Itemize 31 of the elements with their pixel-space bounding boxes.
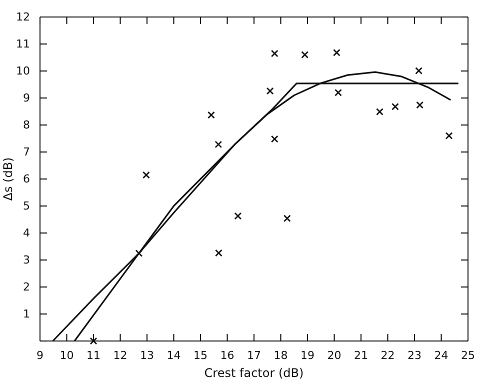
x-tick-label: 24: [434, 348, 448, 362]
x-tick-label: 15: [194, 348, 208, 362]
x-axis-title: Crest factor (dB): [204, 366, 304, 380]
x-tick-label: 16: [220, 348, 234, 362]
x-tick-label: 18: [274, 348, 288, 362]
y-tick-label: 10: [16, 64, 30, 78]
x-tick-label: 11: [86, 348, 100, 362]
x-tick-label: 10: [60, 348, 74, 362]
x-tick-label: 21: [354, 348, 368, 362]
y-tick-label: 9: [23, 92, 30, 105]
x-tick-label: 12: [113, 348, 128, 362]
y-tick-label: 3: [23, 254, 30, 267]
y-tick-label: 1: [23, 308, 30, 321]
y-tick-label: 5: [23, 200, 30, 213]
x-tick-label: 20: [327, 348, 342, 362]
x-tick-label: 23: [408, 348, 422, 362]
x-tick-label: 9: [36, 348, 44, 362]
y-tick-label: 6: [23, 172, 30, 186]
x-tick-label: 14: [166, 348, 181, 362]
y-axis-title: Δs (dB): [1, 157, 15, 201]
x-tick-label: 25: [461, 348, 475, 362]
x-tick-label: 13: [140, 348, 154, 362]
x-tick-label: 19: [300, 348, 314, 362]
x-tick-label: 22: [380, 348, 395, 362]
y-tick-label: 4: [23, 226, 30, 240]
y-tick-label: 7: [23, 146, 30, 159]
x-tick-label: 17: [247, 348, 261, 362]
y-tick-label: 11: [16, 38, 30, 51]
y-tick-label: 12: [16, 10, 30, 24]
y-tick-label: 8: [23, 118, 30, 132]
y-tick-label: 2: [23, 280, 30, 294]
